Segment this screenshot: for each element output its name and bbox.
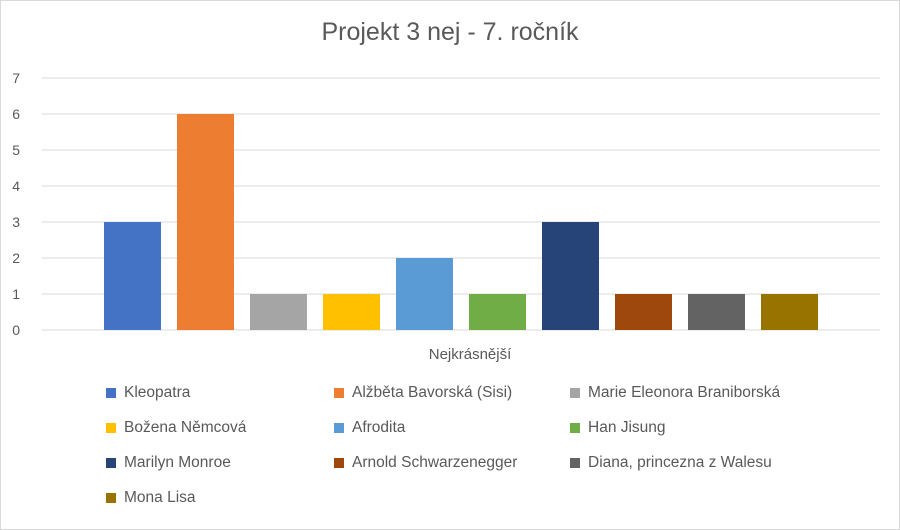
- legend-item: Božena Němcová: [106, 417, 334, 439]
- y-tick-label: 1: [12, 286, 20, 302]
- y-tick-label: 6: [12, 106, 20, 122]
- y-tick-label: 2: [12, 250, 20, 266]
- bar-1: [104, 222, 161, 330]
- legend-swatch: [106, 388, 116, 398]
- legend-swatch: [334, 458, 344, 468]
- legend-item: Han Jisung: [570, 417, 830, 439]
- y-tick-label: 3: [12, 214, 20, 230]
- legend: Kleopatra Alžběta Bavorská (Sisi) Marie El…: [106, 382, 866, 509]
- bar-10: [761, 294, 818, 330]
- legend-label: Alžběta Bavorská (Sisi): [352, 384, 513, 401]
- bar-2: [177, 114, 234, 330]
- legend-item: Alžběta Bavorská (Sisi): [334, 382, 570, 404]
- legend-label: Marie Eleonora Braniborská: [588, 384, 781, 401]
- legend-item: Marie Eleonora Braniborská: [570, 382, 830, 404]
- y-tick-label: 0: [12, 322, 20, 338]
- legend-item: Kleopatra: [106, 382, 334, 404]
- legend-swatch: [334, 388, 344, 398]
- legend-swatch: [570, 388, 580, 398]
- legend-swatch: [106, 493, 116, 503]
- legend-swatch: [106, 458, 116, 468]
- bar-9: [688, 294, 745, 330]
- legend-item: Arnold Schwarzenegger: [334, 452, 570, 474]
- legend-item: Mona Lisa: [106, 487, 334, 509]
- legend-label: Afrodita: [352, 419, 406, 436]
- legend-swatch: [570, 423, 580, 433]
- x-axis-label: Nejkrásnější: [429, 346, 512, 363]
- legend-label: Kleopatra: [124, 384, 191, 401]
- legend-item: Afrodita: [334, 417, 570, 439]
- bar-6: [469, 294, 526, 330]
- legend-swatch: [334, 423, 344, 433]
- y-tick-label: 7: [12, 70, 20, 86]
- legend-label: Mona Lisa: [124, 489, 196, 506]
- legend-label: Han Jisung: [588, 419, 666, 436]
- legend-swatch: [570, 458, 580, 468]
- bar-7: [542, 222, 599, 330]
- bar-8: [615, 294, 672, 330]
- legend-item: Diana, princezna z Walesu: [570, 452, 830, 474]
- legend-swatch: [106, 423, 116, 433]
- legend-item: Marilyn Monroe: [106, 452, 334, 474]
- legend-label: Diana, princezna z Walesu: [588, 454, 772, 471]
- legend-label: Arnold Schwarzenegger: [352, 454, 518, 471]
- legend-label: Božena Němcová: [124, 419, 247, 436]
- bar-3: [250, 294, 307, 330]
- chart-title: Projekt 3 nej - 7. ročník: [321, 18, 579, 46]
- y-tick-label: 5: [12, 142, 20, 158]
- bar-5: [396, 258, 453, 330]
- bar-4: [323, 294, 380, 330]
- y-tick-label: 4: [12, 178, 20, 194]
- legend-label: Marilyn Monroe: [124, 454, 231, 471]
